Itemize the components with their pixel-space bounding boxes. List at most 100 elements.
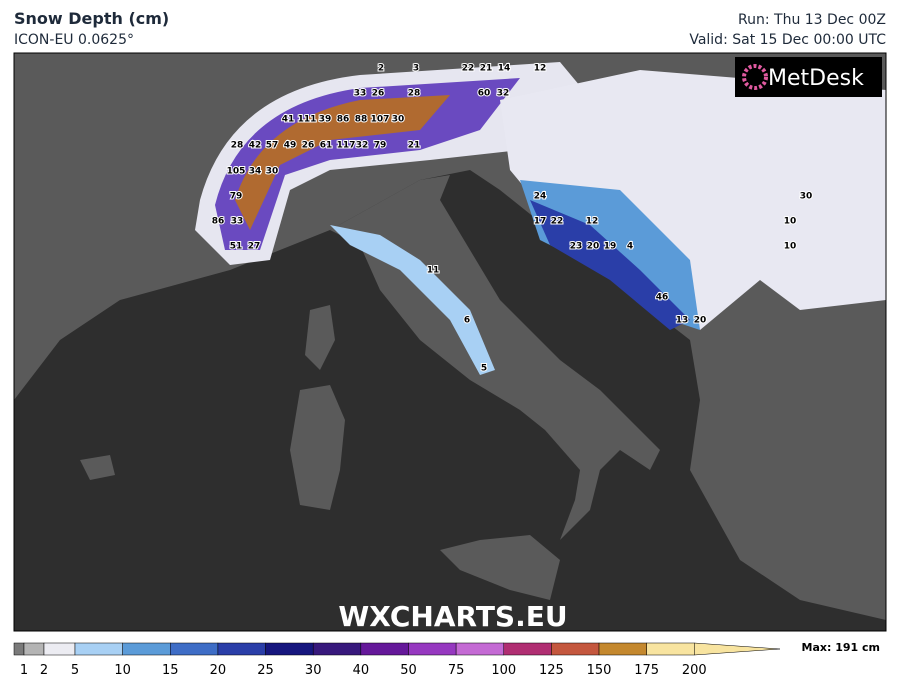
snow-depth-label: 5 bbox=[481, 364, 487, 374]
snow-depth-label: 61 bbox=[320, 141, 333, 151]
snow-depth-label: 13 bbox=[676, 316, 689, 326]
legend-swatch bbox=[13, 642, 25, 656]
run-label: Run: Thu 13 Dec 00Z bbox=[738, 12, 886, 28]
logo-box bbox=[735, 57, 882, 97]
snow-depth-label: 117 bbox=[337, 141, 356, 151]
snow-depth-label: 12 bbox=[586, 217, 599, 227]
snow-alps-max bbox=[235, 95, 450, 230]
snow-depth-label: 46 bbox=[656, 293, 669, 303]
legend-swatch bbox=[265, 642, 314, 656]
legend-swatch bbox=[23, 642, 45, 656]
legend-swatch bbox=[217, 642, 266, 656]
sicily bbox=[440, 535, 560, 600]
map-title: Snow Depth (cm) bbox=[14, 9, 169, 28]
snow-depth-label: 86 bbox=[337, 115, 350, 125]
snow-depth-label: 22 bbox=[551, 217, 564, 227]
valid-label: Valid: Sat 15 Dec 00:00 UTC bbox=[689, 32, 886, 48]
legend-label: 50 bbox=[400, 663, 417, 678]
snow-depth-label: 51 bbox=[230, 242, 243, 252]
corsica bbox=[305, 305, 335, 370]
legend: Max: 191 cm 1 2 5 10 15 20 25 30 40 50 75 100 125 150… bbox=[13, 641, 880, 678]
legend-swatch bbox=[551, 642, 600, 656]
legend-swatch bbox=[455, 642, 505, 656]
legend-label: 125 bbox=[539, 663, 564, 678]
legend-swatch bbox=[43, 642, 76, 656]
legend-label: 75 bbox=[448, 663, 465, 678]
snow-depth-label: 30 bbox=[800, 192, 813, 202]
legend-label: 150 bbox=[587, 663, 612, 678]
legend-label: 100 bbox=[491, 663, 516, 678]
snow-depth-label: 21 bbox=[480, 64, 493, 74]
snow-depth-label: 79 bbox=[374, 141, 387, 151]
snow-depth-label: 32 bbox=[356, 141, 369, 151]
snow-depth-label: 10 bbox=[784, 217, 797, 227]
snow-depth-label: 105 bbox=[227, 167, 246, 177]
snow-alps-deep bbox=[215, 78, 520, 250]
map-frame bbox=[13, 52, 887, 632]
snow-depth-label: 32 bbox=[497, 89, 510, 99]
legend-label: 2 bbox=[40, 663, 48, 678]
snow-depth-label: 27 bbox=[248, 242, 261, 252]
snow-depth-label: 26 bbox=[302, 141, 315, 151]
logo-text: MetDesk bbox=[768, 66, 864, 91]
snow-depth-label: 111 bbox=[298, 115, 317, 125]
legend-arrow bbox=[694, 642, 781, 656]
max-label: Max: 191 cm bbox=[802, 641, 880, 654]
snow-depth-label: 57 bbox=[266, 141, 279, 151]
legend-swatch bbox=[408, 642, 457, 656]
legend-swatch bbox=[312, 642, 362, 656]
snow-depth-label: 14 bbox=[498, 64, 511, 74]
islet bbox=[80, 455, 115, 480]
snow-depth-label: 107 bbox=[371, 115, 390, 125]
snow-depth-label: 3 bbox=[413, 64, 419, 74]
legend-swatch bbox=[74, 642, 123, 656]
snow-depth-label: 6 bbox=[464, 316, 470, 326]
snow-depth-label: 19 bbox=[604, 242, 617, 252]
legend-label: 25 bbox=[257, 663, 274, 678]
snow-dinaric-deep bbox=[530, 200, 690, 330]
model-label: ICON-EU 0.0625° bbox=[14, 32, 134, 48]
snow-depth-label: 86 bbox=[212, 217, 225, 227]
snow-depth-label: 30 bbox=[266, 167, 279, 177]
legend-label: 1 bbox=[20, 663, 28, 678]
logo-icon bbox=[742, 64, 768, 90]
snow-depth-label: 30 bbox=[392, 115, 405, 125]
snow-depth-label: 12 bbox=[534, 64, 547, 74]
snow-depth-label: 60 bbox=[478, 89, 491, 99]
snow-depth-label: 10 bbox=[784, 242, 797, 252]
watermark: WXCHARTS.EU bbox=[338, 600, 567, 633]
legend-swatch bbox=[122, 642, 171, 656]
legend-label: 40 bbox=[353, 663, 370, 678]
snow-depth-label: 49 bbox=[284, 141, 297, 151]
snow-depth-label: 39 bbox=[319, 115, 332, 125]
legend-label: 200 bbox=[682, 663, 707, 678]
snow-depth-label: 26 bbox=[372, 89, 385, 99]
legend-swatch bbox=[598, 642, 647, 656]
snow-depth-label: 22 bbox=[462, 64, 475, 74]
legend-label: 15 bbox=[162, 663, 179, 678]
snow-depth-label: 34 bbox=[249, 167, 262, 177]
snow-depth-label: 79 bbox=[230, 192, 243, 202]
legend-label: 5 bbox=[71, 663, 79, 678]
sea bbox=[14, 170, 886, 631]
snow-depth-label: 28 bbox=[231, 141, 244, 151]
snow-depth-label: 21 bbox=[408, 141, 421, 151]
snow-depth-label: 88 bbox=[355, 115, 368, 125]
map-area: MetDesk WXCHARTS.EU bbox=[13, 52, 887, 633]
legend-label: 30 bbox=[305, 663, 322, 678]
snow-depth-label: 4 bbox=[627, 242, 633, 252]
snow-depth-label: 24 bbox=[534, 192, 547, 202]
legend-swatch bbox=[646, 642, 695, 656]
snow-depth-label: 20 bbox=[587, 242, 600, 252]
snow-depth-label: 42 bbox=[249, 141, 262, 151]
snow-depth-label: 17 bbox=[534, 217, 547, 227]
snow-depth-label: 2 bbox=[378, 64, 384, 74]
snow-depth-label: 23 bbox=[570, 242, 583, 252]
sardinia bbox=[290, 385, 345, 510]
snow-depth-label: 41 bbox=[282, 115, 295, 125]
legend-label: 10 bbox=[114, 663, 131, 678]
legend-swatch bbox=[360, 642, 409, 656]
snow-apennines bbox=[330, 225, 495, 375]
snow-depth-label: 11 bbox=[427, 266, 440, 276]
